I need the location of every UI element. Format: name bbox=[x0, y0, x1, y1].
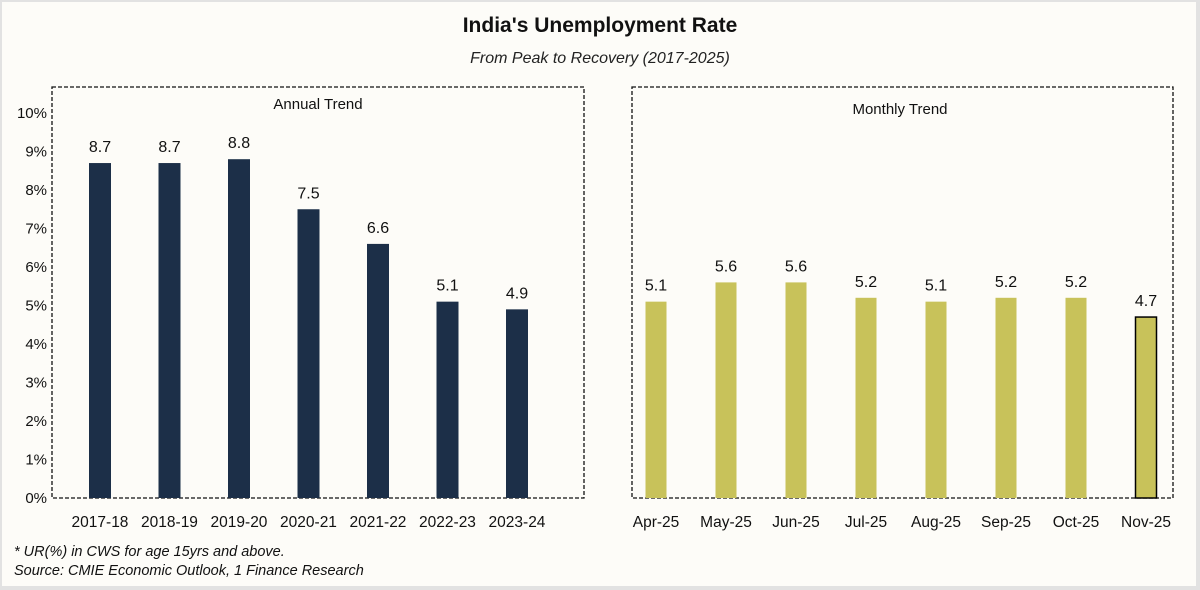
data-label: 5.1 bbox=[645, 278, 667, 295]
data-label: 8.7 bbox=[158, 139, 180, 156]
y-tick-label: 5% bbox=[25, 298, 47, 315]
y-tick-label: 7% bbox=[25, 221, 47, 238]
bar-2017-18 bbox=[89, 163, 111, 499]
x-tick-label: Apr-25 bbox=[633, 514, 680, 531]
bar-2022-23 bbox=[436, 301, 459, 498]
data-label: 7.5 bbox=[297, 185, 319, 202]
x-tick-label: 2018-19 bbox=[141, 514, 198, 531]
y-tick-label: 9% bbox=[25, 144, 47, 161]
x-tick-label: 2020-21 bbox=[280, 514, 337, 531]
y-tick-label: 1% bbox=[25, 452, 47, 469]
bar-2020-21 bbox=[297, 209, 320, 498]
footnote-source: Source: CMIE Economic Outlook, 1 Finance… bbox=[14, 563, 364, 579]
bar-Nov-25 bbox=[1134, 316, 1158, 499]
y-tick-label: 8% bbox=[25, 182, 47, 199]
y-tick-label: 3% bbox=[25, 375, 47, 392]
monthly-trend-panel: Monthly Trend 5.1 Apr-25 5.6 May-25 5.6 Jun-2… bbox=[631, 86, 1174, 531]
bar-Aug-25 bbox=[925, 301, 947, 498]
x-tick-label: Sep-25 bbox=[981, 514, 1031, 531]
footnote-note: * UR(%) in CWS for age 15yrs and above. bbox=[14, 544, 285, 560]
bar-Sep-25 bbox=[995, 297, 1017, 498]
bar-May-25 bbox=[715, 282, 737, 498]
data-label: 4.7 bbox=[1135, 293, 1157, 310]
y-axis-ticks: 0% 1% 2% 3% 4% 5% 6% 7% 8% 9% 10% bbox=[17, 105, 47, 507]
bar-Jun-25 bbox=[785, 282, 807, 498]
y-tick-label: 10% bbox=[17, 105, 47, 122]
x-tick-label: 2023-24 bbox=[489, 514, 546, 531]
monthly-panel-title: Monthly Trend bbox=[852, 101, 947, 118]
x-tick-label: 2017-18 bbox=[72, 514, 129, 531]
x-tick-label: Jun-25 bbox=[772, 514, 819, 531]
x-tick-label: May-25 bbox=[700, 514, 752, 531]
data-label: 8.8 bbox=[228, 135, 250, 152]
bar-2023-24 bbox=[506, 309, 528, 498]
data-label: 5.2 bbox=[855, 274, 877, 291]
data-label: 5.6 bbox=[715, 258, 737, 275]
x-tick-label: Oct-25 bbox=[1053, 514, 1100, 531]
monthly-bars: 5.1 Apr-25 5.6 May-25 5.6 Jun-25 5.2 Jul-25 5.1 A… bbox=[633, 258, 1171, 531]
y-tick-label: 4% bbox=[25, 336, 47, 353]
data-label: 8.7 bbox=[89, 139, 111, 156]
annual-bars: 8.7 2017-18 8.7 2018-19 8.8 2019-20 7.5 2020-21… bbox=[72, 135, 546, 531]
data-label: 5.2 bbox=[1065, 274, 1087, 291]
x-tick-label: 2021-22 bbox=[350, 514, 407, 531]
data-label: 4.9 bbox=[506, 285, 528, 302]
bar-2018-19 bbox=[158, 163, 181, 499]
x-tick-label: 2019-20 bbox=[211, 514, 268, 531]
monthly-panel-border bbox=[631, 86, 1174, 499]
data-label: 5.1 bbox=[925, 278, 947, 295]
x-tick-label: Aug-25 bbox=[911, 514, 961, 531]
annual-trend-panel: Annual Trend 0% 1% 2% 3% 4% 5% 6% 7% 8% 9% 10% 8.7… bbox=[17, 86, 585, 531]
y-tick-label: 2% bbox=[25, 413, 47, 430]
annual-panel-title: Annual Trend bbox=[273, 96, 362, 113]
data-label: 6.6 bbox=[367, 220, 389, 237]
x-tick-label: Nov-25 bbox=[1121, 514, 1171, 531]
chart-title: India's Unemployment Rate bbox=[462, 14, 738, 37]
x-tick-label: Jul-25 bbox=[845, 514, 887, 531]
bar-2021-22 bbox=[367, 243, 389, 498]
y-tick-label: 0% bbox=[25, 490, 47, 507]
y-tick-label: 6% bbox=[25, 259, 47, 276]
bar-Apr-25 bbox=[645, 301, 667, 498]
data-label: 5.1 bbox=[436, 278, 458, 295]
data-label: 5.6 bbox=[785, 258, 807, 275]
data-label: 5.2 bbox=[995, 274, 1017, 291]
bar-Jul-25 bbox=[855, 297, 877, 498]
bar-2019-20 bbox=[228, 159, 250, 498]
chart-subtitle: From Peak to Recovery (2017-2025) bbox=[470, 50, 730, 67]
x-tick-label: 2022-23 bbox=[419, 514, 476, 531]
bar-Oct-25 bbox=[1065, 297, 1087, 498]
